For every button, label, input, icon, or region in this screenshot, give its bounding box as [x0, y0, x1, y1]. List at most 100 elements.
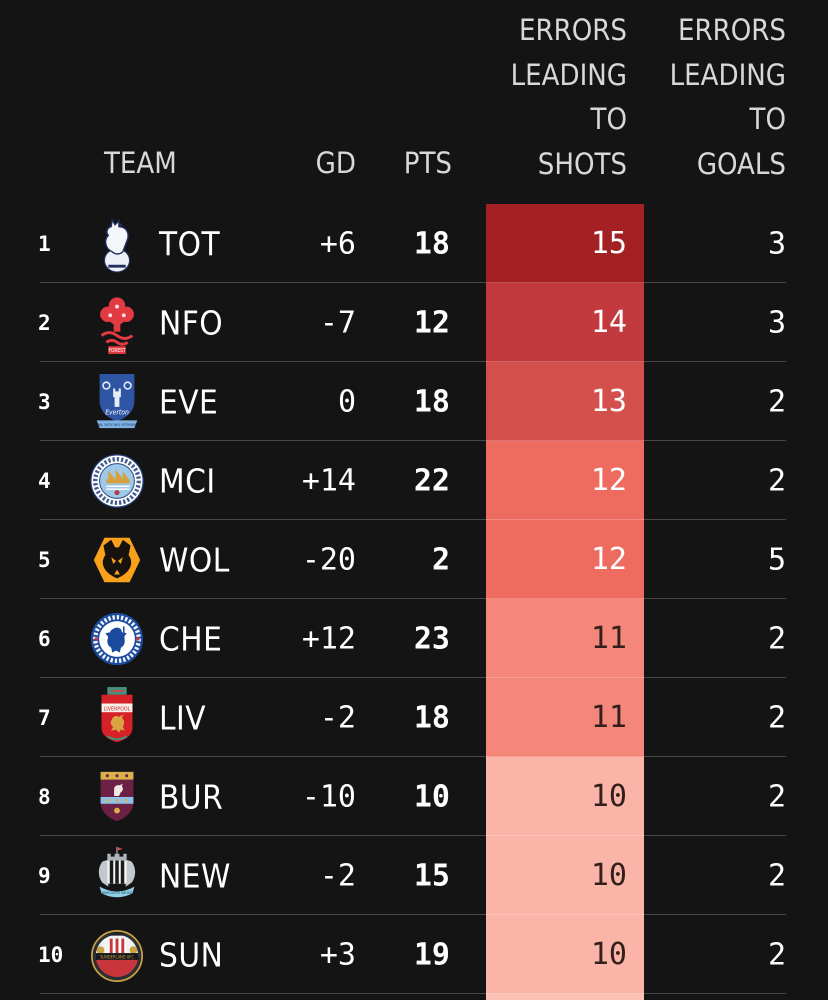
header-line: GOALS — [696, 146, 786, 181]
crest-use — [102, 687, 133, 742]
errors-leading-to-goals-value: 2 — [767, 858, 786, 893]
column-header-pts: PTS — [403, 146, 452, 180]
errors-leading-to-goals-value: 2 — [767, 937, 786, 972]
rank-label: 1 — [38, 231, 51, 256]
rank-label: 4 — [38, 468, 51, 493]
gd-value: +3 — [319, 937, 356, 972]
table-row: 8 BUR -10 10 10 2 — [0, 757, 828, 836]
team-code: CHE — [159, 619, 223, 658]
pts-value: 18 — [413, 226, 450, 261]
table-row: 6 CHE +12 23 11 2 — [0, 599, 828, 678]
rank-label: 2 — [38, 310, 51, 335]
table-row: 2 NFO -7 12 14 3 — [0, 283, 828, 362]
errors-leading-to-goals-value: 3 — [767, 226, 786, 261]
team-crest-icon — [88, 844, 146, 908]
errors-leading-to-shots-cell: 12 — [486, 520, 644, 599]
pts-value: 18 — [413, 700, 450, 735]
errors-shots-cell-partial — [486, 994, 644, 1000]
errors-leading-to-goals-value: 2 — [767, 384, 786, 419]
gd-value: +12 — [301, 621, 356, 656]
header-line: TO — [749, 102, 786, 136]
rank-label: 9 — [38, 863, 51, 888]
header-line: LEADING — [510, 57, 627, 92]
errors-leading-to-goals-value: 3 — [767, 305, 786, 340]
table-body: 1 TOT +6 18 15 3 2 NFO -7 12 14 3 3 EVE … — [0, 204, 828, 994]
errors-leading-to-shots-cell: 10 — [486, 915, 644, 994]
team-code: NEW — [159, 856, 231, 895]
rank-label: 7 — [38, 705, 51, 730]
gd-value: -10 — [301, 779, 356, 814]
table-row: 9 NEW -2 15 10 2 — [0, 836, 828, 915]
errors-leading-to-shots-cell: 11 — [486, 678, 644, 757]
crest-use — [104, 219, 129, 271]
team-crest-icon — [88, 212, 146, 276]
errors-leading-to-shots-cell: 11 — [486, 599, 644, 678]
errors-leading-to-goals-value: 2 — [767, 700, 786, 735]
pts-value: 2 — [431, 542, 450, 577]
team-crest-icon — [88, 291, 146, 355]
table-row: 5 WOL -20 2 12 5 — [0, 520, 828, 599]
gd-value: +14 — [301, 463, 356, 498]
header-line: TO — [590, 102, 627, 136]
rank-label: 8 — [38, 784, 51, 809]
rank-label: 3 — [38, 389, 51, 414]
team-crest-icon — [88, 449, 146, 513]
errors-leading-to-goals-value: 5 — [767, 542, 786, 577]
crest-use — [101, 771, 134, 820]
crest-use — [97, 373, 138, 427]
column-header-errors-leading-to-goals: ERRORS LEADING TO GOALS — [670, 8, 786, 186]
table-header: TEAM GD PTS ERRORS LEADING TO SHOTS ERRO… — [0, 0, 828, 204]
gd-value: 0 — [337, 384, 356, 419]
team-crest-icon — [88, 686, 146, 750]
pts-value: 18 — [413, 384, 450, 419]
rank-label: 10 — [38, 942, 64, 967]
pts-value: 23 — [413, 621, 450, 656]
table-row-partial — [0, 994, 828, 1000]
gd-value: +6 — [319, 226, 356, 261]
crest-use — [99, 847, 135, 897]
errors-leading-to-goals-value: 2 — [767, 463, 786, 498]
team-code: MCI — [159, 461, 216, 500]
errors-leading-to-shots-cell: 15 — [486, 204, 644, 283]
errors-leading-to-shots-cell: 10 — [486, 757, 644, 836]
pts-value: 15 — [413, 858, 450, 893]
table-row: 1 TOT +6 18 15 3 — [0, 204, 828, 283]
table-row: 4 MCI +14 22 12 2 — [0, 441, 828, 520]
pts-value: 12 — [413, 305, 450, 340]
table-row: 10 SUN +3 19 10 2 — [0, 915, 828, 994]
crest-use — [91, 612, 143, 664]
rank-label: 5 — [38, 547, 51, 572]
team-code: EVE — [159, 382, 219, 421]
header-line: ERRORS — [678, 13, 786, 47]
column-header-gd: GD — [315, 146, 356, 180]
errors-leading-to-shots-cell: 12 — [486, 441, 644, 520]
team-crest-icon — [88, 370, 146, 434]
pts-value: 10 — [413, 779, 450, 814]
team-crest-icon — [88, 607, 146, 671]
team-code: LIV — [159, 698, 207, 737]
gd-value: -20 — [301, 542, 356, 577]
team-code: TOT — [159, 224, 221, 263]
crest-use — [92, 929, 142, 980]
errors-leading-to-shots-cell: 10 — [486, 836, 644, 915]
gd-value: -2 — [319, 858, 356, 893]
team-code: WOL — [159, 540, 230, 579]
rank-label: 6 — [38, 626, 51, 651]
column-header-errors-leading-to-shots: ERRORS LEADING TO SHOTS — [511, 8, 627, 186]
team-crest-icon — [88, 528, 146, 592]
errors-leading-to-shots-cell: 14 — [486, 283, 644, 362]
errors-leading-to-goals-value: 2 — [767, 621, 786, 656]
header-line: SHOTS — [537, 146, 627, 181]
column-header-team: TEAM — [104, 146, 177, 180]
table-row: 3 EVE 0 18 13 2 — [0, 362, 828, 441]
pts-value: 22 — [413, 463, 450, 498]
header-line: ERRORS — [519, 13, 627, 47]
errors-leading-to-shots-cell: 13 — [486, 362, 644, 441]
team-crest-icon — [88, 923, 146, 987]
gd-value: -2 — [319, 700, 356, 735]
pts-value: 19 — [413, 937, 450, 972]
team-code: BUR — [159, 777, 224, 816]
errors-leading-to-goals-value: 2 — [767, 779, 786, 814]
crest-use — [100, 297, 134, 354]
